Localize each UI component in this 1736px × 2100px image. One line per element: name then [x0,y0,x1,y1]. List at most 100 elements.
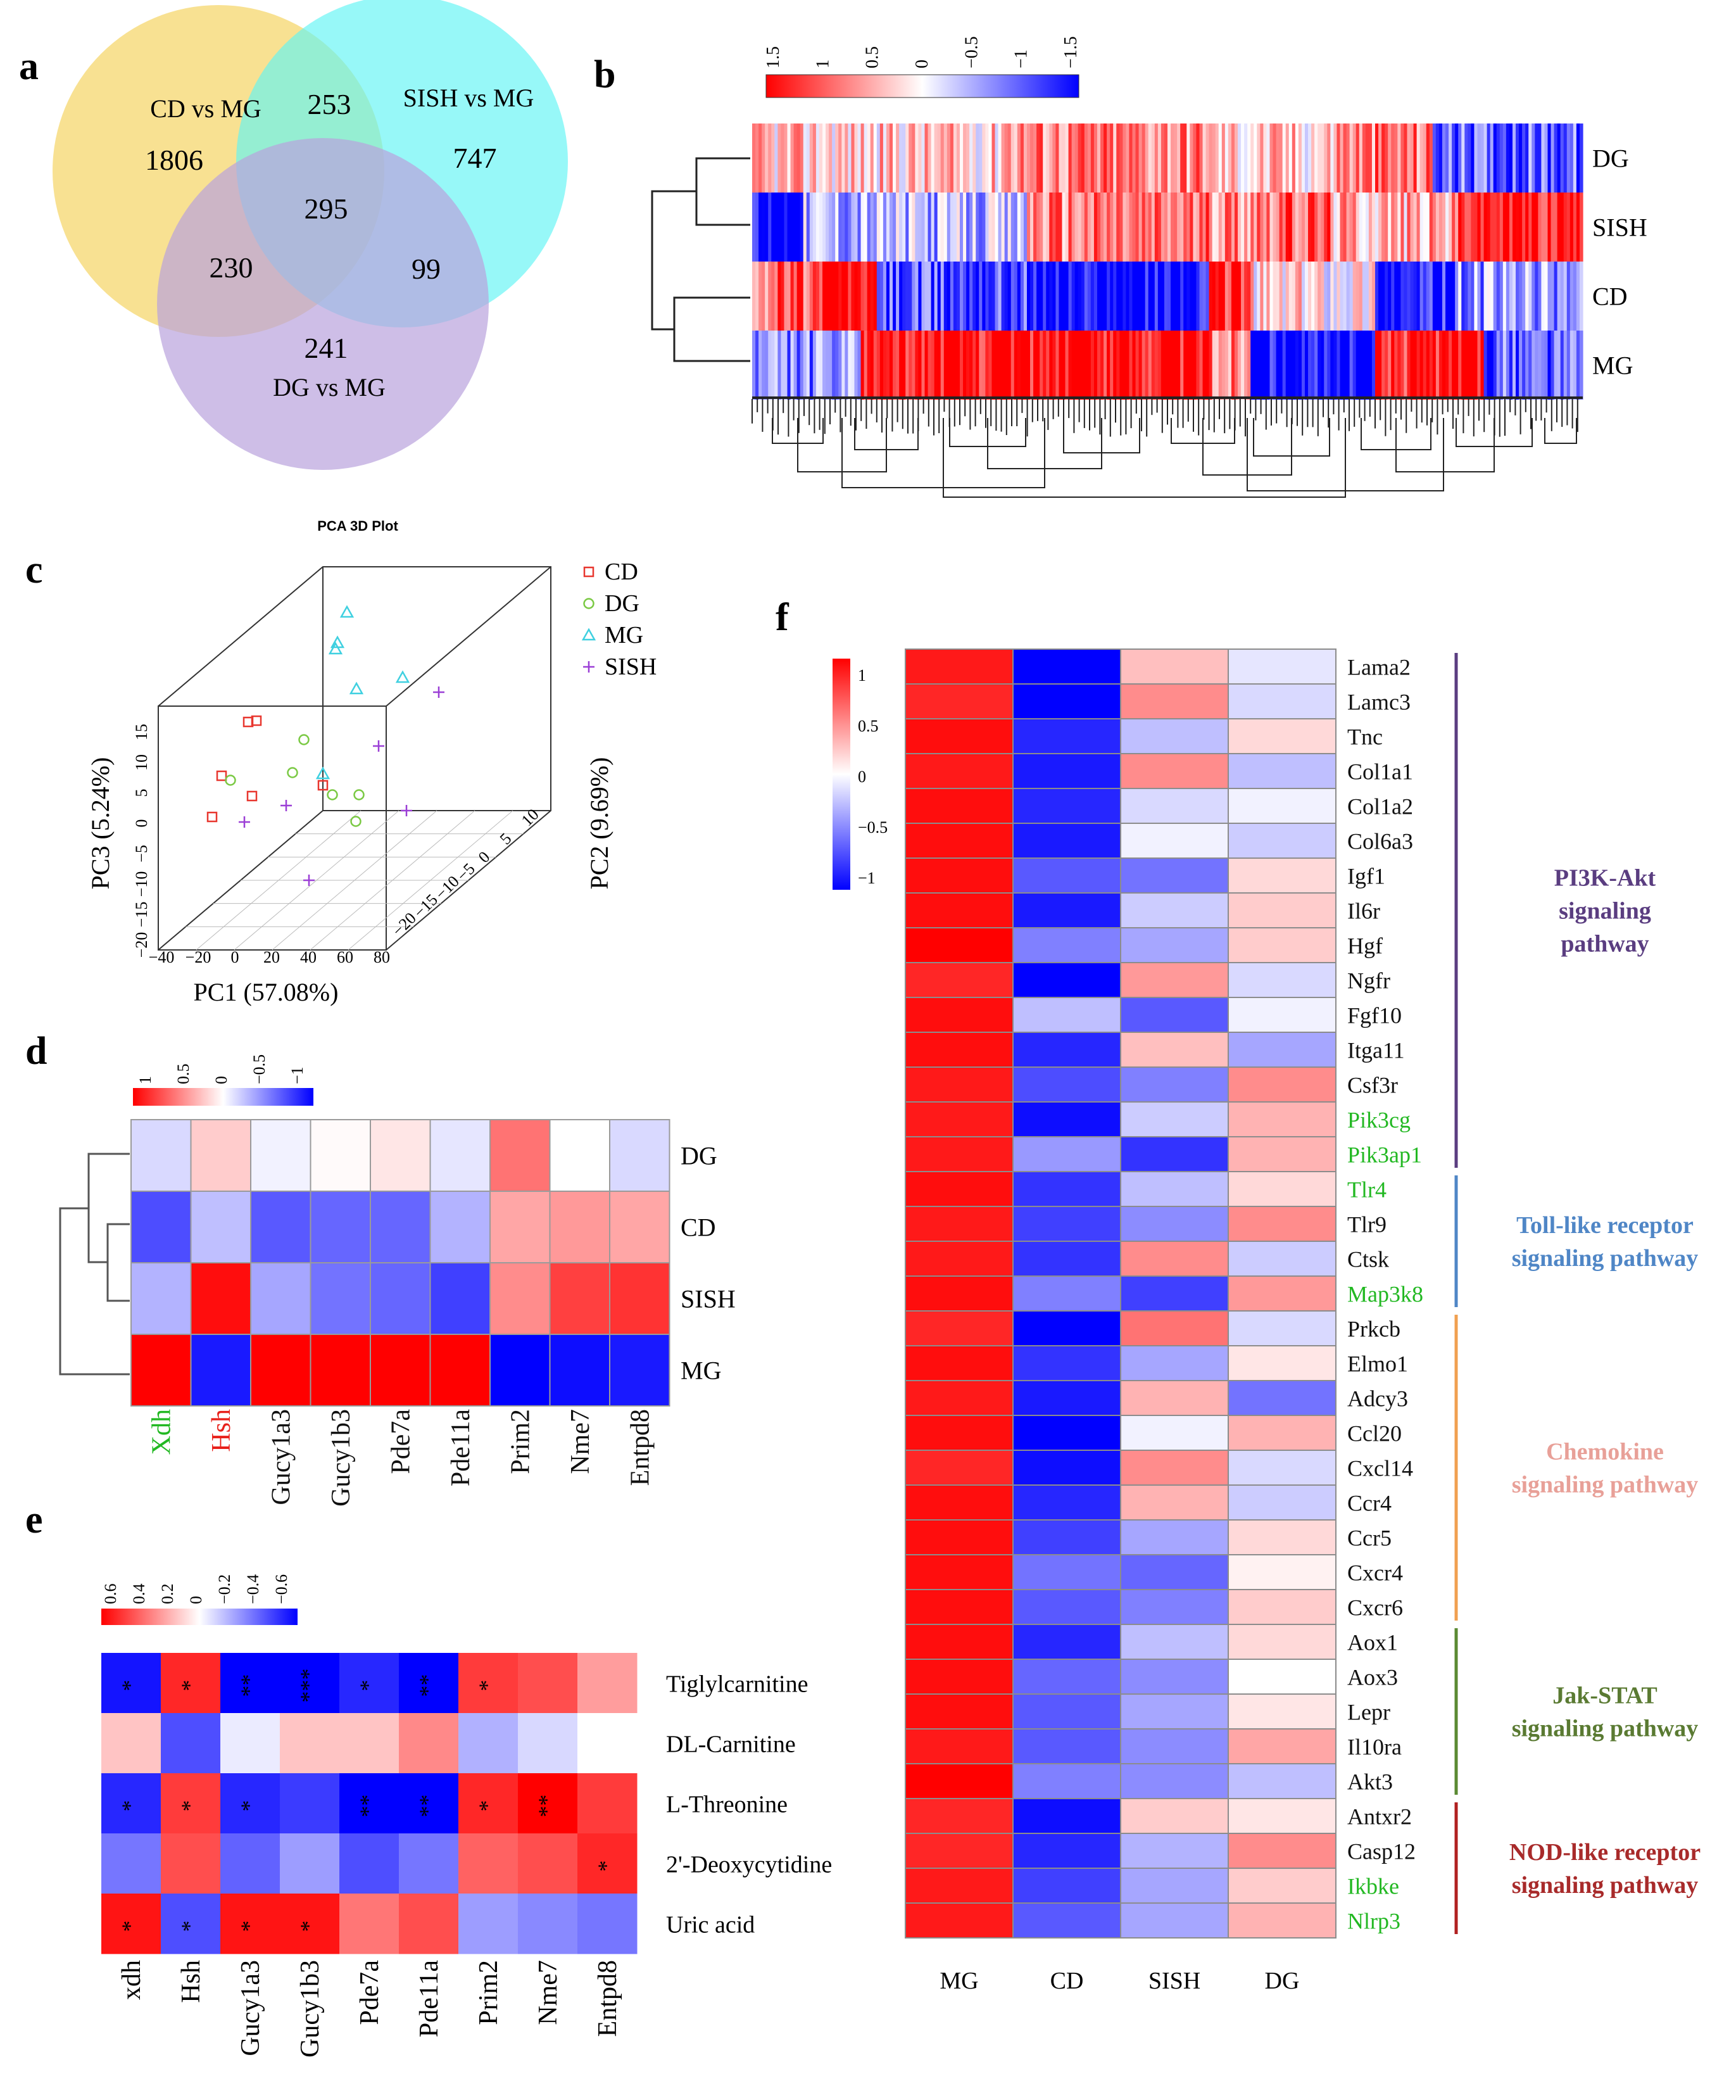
venn-count-sish-dg: 99 [412,253,441,285]
heatmap-b-cell [883,331,887,400]
heatmap-b-cell [1186,262,1190,331]
heatmap-b-cell [815,123,820,193]
heatmap-b-cell [1023,193,1028,262]
heatmap-b-cell [1110,123,1114,193]
heatmap-b-cell [1458,331,1462,400]
heatmap-b-cell [1167,262,1171,331]
heatmap-b-cell [1107,123,1110,193]
pathway-label: signaling [1559,898,1651,925]
heatmap-b-cell [787,331,791,400]
heatmap-b-cell [1343,123,1347,193]
heatmap-b-cell [803,193,807,262]
pca-z-tick: −15 [132,902,151,928]
heatmap-b-cell [838,262,842,331]
heatmap-b-cell [1132,331,1136,400]
heatmap-e-significance: * [177,1680,202,1692]
heatmap-e-significance: ** [236,1674,261,1697]
heatmap-b-cell [848,123,852,193]
heatmap-b-cell [995,123,999,193]
heatmap-b-cell [1455,262,1459,331]
pca-z-tick: 10 [132,754,151,771]
heatmap-b-cell [1199,262,1204,331]
heatmap-b-cell [1023,262,1028,331]
heatmap-b-cell [982,123,986,193]
pathway-label: Toll-like receptor [1516,1212,1694,1239]
heatmap-f-cell [1228,927,1337,963]
heatmap-f-cell [1012,857,1121,894]
heatmap-b-cell [1569,331,1574,400]
heatmap-f-cell [1120,1310,1229,1346]
heatmap-f-cell [905,1101,1014,1137]
heatmap-b-cell [1410,123,1414,193]
heatmap-b-cell [1154,123,1159,193]
heatmap-b-cell [969,331,973,400]
heatmap-f-cell [905,1136,1014,1172]
heatmap-b-cell [1496,123,1500,193]
heatmap-d-column-label: Pde7a [386,1409,415,1474]
heatmap-b-cell [918,193,922,262]
heatmap-b-cell [979,331,983,400]
heatmap-b-cell [1391,123,1395,193]
heatmap-b-cell [1506,331,1510,400]
heatmap-d-cell [489,1191,551,1263]
heatmap-b-cell [1407,193,1411,262]
venn-label-sish: SISH vs MG [403,84,534,112]
heatmap-b-cell [1123,262,1126,331]
venn-count-cd-sish: 253 [308,88,351,120]
heatmap-f-cell [1228,1519,1337,1555]
heatmap-b-cell [940,262,945,331]
heatmap-b-cell [1509,262,1513,331]
heatmap-b-cell [1404,123,1408,193]
heatmap-b-cell [1321,262,1324,331]
heatmap-b-cell [1375,262,1379,331]
heatmap-b-cell [1557,123,1561,193]
heatmap-b-cell [1110,262,1114,331]
heatmap-b-cell [879,262,884,331]
heatmap-b-cell [1221,262,1226,331]
heatmap-b-cell [921,123,926,193]
heatmap-b-cell [1263,262,1267,331]
heatmap-b-cell [1285,123,1290,193]
heatmap-b-cell [1093,262,1098,331]
heatmap-f-gene-label: Adcy3 [1347,1386,1408,1412]
heatmap-b-cell [1413,262,1418,331]
heatmap-b-cell [1378,331,1382,400]
heatmap-b-cell [854,331,859,400]
heatmap-b-cell [784,193,788,262]
heatmap-b-cell [1368,123,1373,193]
pca-point-dg [225,775,236,786]
heatmap-b-cell [1020,123,1024,193]
heatmap-b-cell [1081,262,1085,331]
heatmap-f-cell [1012,1868,1121,1904]
heatmap-b-cell [1068,193,1072,262]
heatmap-b-cell [1247,123,1251,193]
heatmap-b-cell [918,331,922,400]
heatmap-b-cell [1090,262,1095,331]
heatmap-b-cell [995,193,999,262]
heatmap-b-cell [1576,331,1580,400]
heatmap-f-gene-label: Akt3 [1347,1769,1393,1795]
heatmap-b-cell [1308,193,1312,262]
heatmap-b-cell [940,331,945,400]
pca-point-sish [401,805,412,816]
heatmap-b-cell [879,123,884,193]
heatmap-b-cell [1502,331,1507,400]
heatmap-d-cell [489,1119,551,1192]
heatmap-b-cell [1196,123,1200,193]
panel-a: a CD vs MG SISH vs MG DG vs MG 1806 747 … [19,0,568,470]
heatmap-b-cell [793,193,798,262]
heatmap-f-cell [1120,1589,1229,1625]
heatmap-b-cell [1023,123,1028,193]
heatmap-b-cell [781,123,785,193]
heatmap-b-cell [1464,123,1468,193]
heatmap-b-cell [956,123,960,193]
heatmap-f-cell [905,1519,1014,1555]
heatmap-b-cell [924,123,929,193]
heatmap-b-cell [979,262,983,331]
heatmap-b-cell [768,123,772,193]
heatmap-b-cell [1167,123,1171,193]
heatmap-b-cell [1033,331,1037,400]
heatmap-b-cell [876,262,881,331]
heatmap-b-cell [809,193,814,262]
heatmap-b-cell [1238,331,1242,400]
